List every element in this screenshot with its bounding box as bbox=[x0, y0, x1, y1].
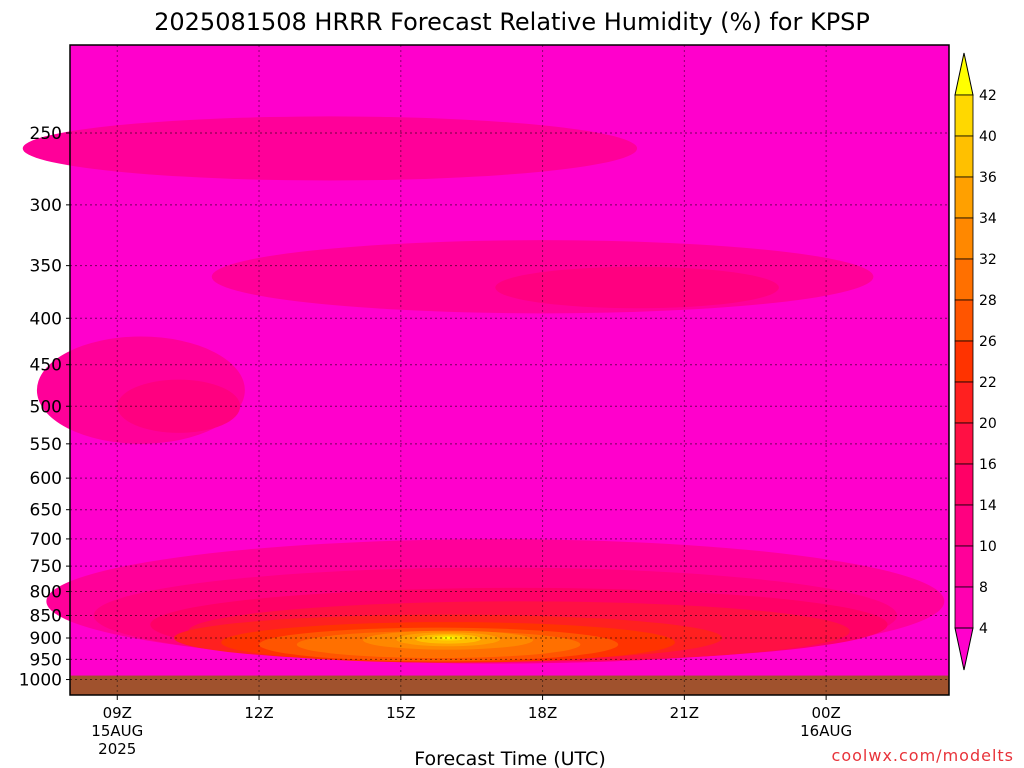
time-tick-label: 18Z bbox=[528, 704, 557, 722]
plot-frame bbox=[69, 44, 950, 696]
pressure-tick-label: 600 bbox=[30, 469, 62, 489]
colorbar: 4 8 10 14 16 20 22 26 28 32 34 36 40 42 bbox=[954, 52, 997, 671]
pressure-tick-label: 900 bbox=[30, 629, 62, 649]
colorbar-label: 26 bbox=[979, 334, 997, 350]
colorbar-label: 42 bbox=[979, 88, 997, 104]
date-label: 2025 bbox=[98, 740, 136, 758]
x-axis-label: Forecast Time (UTC) bbox=[414, 748, 605, 768]
pressure-tick-label: 800 bbox=[30, 583, 62, 603]
pressure-tick-label: 400 bbox=[30, 309, 62, 329]
time-tick-label: 00Z bbox=[811, 704, 840, 722]
colorbar-label: 14 bbox=[979, 498, 997, 514]
colorbar-label: 28 bbox=[979, 293, 997, 309]
time-tick-label: 21Z bbox=[670, 704, 699, 722]
pressure-tick-label: 700 bbox=[30, 530, 62, 550]
pressure-tick-label: 500 bbox=[30, 397, 62, 417]
pressure-tick-label: 750 bbox=[30, 557, 62, 577]
time-tick-label: 12Z bbox=[244, 704, 273, 722]
colorbar-swatch bbox=[954, 94, 974, 137]
pressure-axis: 250 300 350 400 450 500 550 600 650 700 750 800 850 9… bbox=[19, 124, 70, 691]
credit-text: coolwx.com/modelts bbox=[832, 746, 1014, 765]
pressure-tick-label: 350 bbox=[30, 257, 62, 277]
colorbar-swatch bbox=[954, 381, 974, 424]
rh-contour-region bbox=[442, 636, 454, 640]
colorbar-label: 20 bbox=[979, 416, 997, 432]
pressure-tick-label: 300 bbox=[30, 196, 62, 216]
colorbar-max-arrow bbox=[954, 52, 974, 96]
rh-contour-region bbox=[22, 116, 638, 181]
colorbar-swatch bbox=[954, 340, 974, 383]
colorbar-swatch bbox=[954, 586, 974, 629]
colorbar-swatch bbox=[954, 217, 974, 260]
pressure-tick-label: 950 bbox=[30, 650, 62, 670]
colorbar-swatch bbox=[954, 422, 974, 465]
colorbar-label: 22 bbox=[979, 375, 997, 391]
pressure-tick-label: 450 bbox=[30, 356, 62, 376]
colorbar-label: 40 bbox=[979, 129, 997, 145]
date-label: 16AUG bbox=[800, 722, 852, 740]
colorbar-swatch bbox=[954, 135, 974, 178]
colorbar-label: 10 bbox=[979, 539, 997, 555]
pressure-tick-label: 550 bbox=[30, 435, 62, 455]
colorbar-swatch bbox=[954, 463, 974, 506]
colorbar-label: 32 bbox=[979, 252, 997, 268]
colorbar-label: 16 bbox=[979, 457, 997, 473]
time-tick-label: 09Z bbox=[103, 704, 132, 722]
colorbar-label: 8 bbox=[979, 580, 988, 596]
colorbar-swatch bbox=[954, 258, 974, 301]
colorbar-label: 36 bbox=[979, 170, 997, 186]
grid-lines bbox=[70, 45, 949, 695]
colorbar-swatch bbox=[954, 176, 974, 219]
chart-title: 2025081508 HRRR Forecast Relative Humidi… bbox=[154, 8, 870, 36]
rh-contour-region bbox=[117, 379, 241, 433]
colorbar-swatch bbox=[954, 299, 974, 342]
pressure-tick-label: 850 bbox=[30, 606, 62, 626]
pressure-tick-label: 650 bbox=[30, 501, 62, 521]
colorbar-min-arrow bbox=[954, 627, 974, 671]
colorbar-swatch bbox=[954, 504, 974, 547]
date-label: 15AUG bbox=[91, 722, 143, 740]
colorbar-label: 4 bbox=[979, 621, 988, 637]
pressure-tick-label: 1000 bbox=[19, 671, 62, 691]
colorbar-label: 34 bbox=[979, 211, 997, 227]
colorbar-swatch bbox=[954, 545, 974, 588]
ground-band bbox=[70, 675, 949, 695]
rh-contour-region bbox=[495, 266, 779, 309]
humidity-field bbox=[22, 45, 949, 695]
time-tick-label: 15Z bbox=[386, 704, 415, 722]
pressure-tick-label: 250 bbox=[30, 124, 62, 144]
